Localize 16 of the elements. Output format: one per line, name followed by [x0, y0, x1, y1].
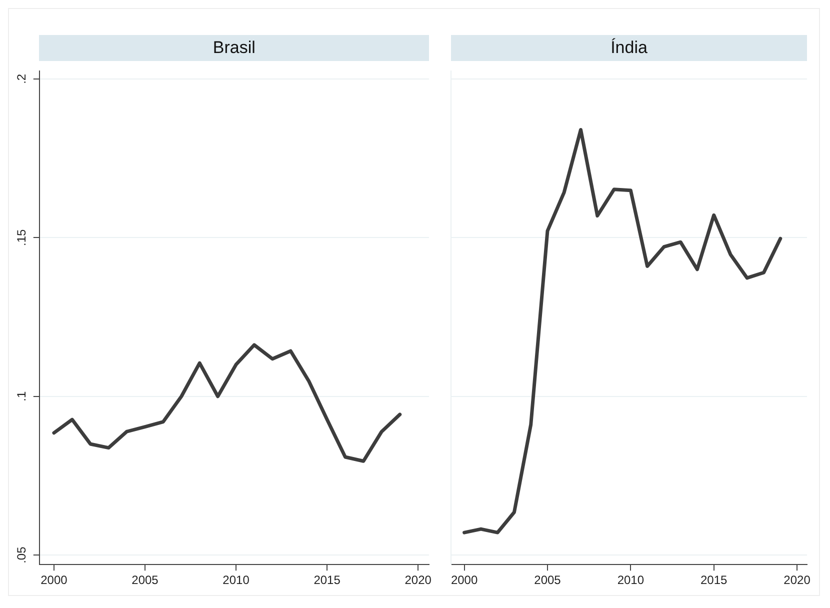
- x-tick-label: 2020: [784, 573, 811, 588]
- x-tick-label: 2020: [404, 573, 432, 588]
- x-tick-label: 2010: [222, 573, 250, 588]
- y-tick-label: .15: [14, 228, 28, 246]
- x-tick-label: 2000: [40, 573, 68, 588]
- x-tick-label: 2015: [700, 573, 728, 588]
- chart-title: Brasil: [39, 35, 429, 61]
- x-tick-label: 2000: [450, 573, 478, 588]
- y-tick-label: .1: [14, 391, 28, 402]
- x-tick-label: 2010: [617, 573, 644, 588]
- y-tick-label: .05: [14, 546, 28, 564]
- x-tick-label: 2005: [132, 573, 159, 588]
- x-tick-label: 2015: [314, 573, 341, 588]
- chart-title: Índia: [451, 35, 807, 61]
- x-tick-label: 2005: [534, 573, 562, 588]
- y-tick-label: .2: [14, 74, 28, 84]
